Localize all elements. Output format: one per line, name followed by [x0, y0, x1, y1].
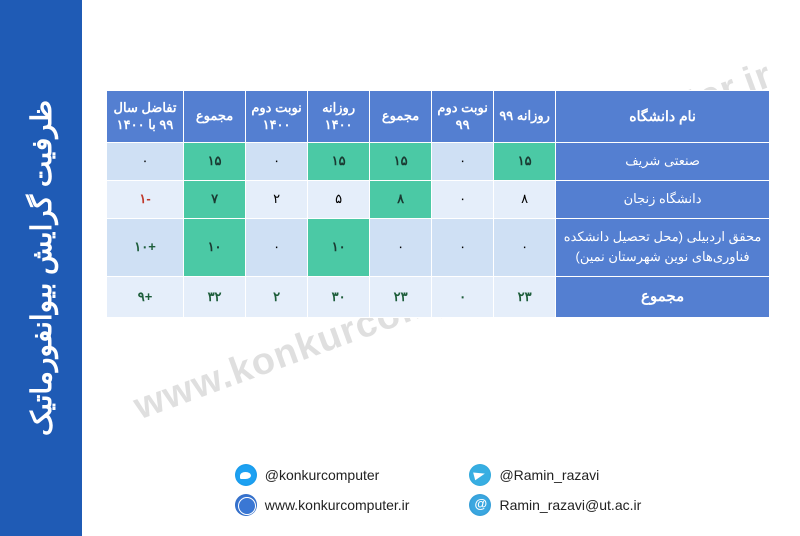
cell: ۲ [246, 180, 308, 218]
contact-text: @Ramin_razavi [499, 467, 599, 483]
cell: ۲۳ [370, 277, 432, 318]
cell: ۱۵ [370, 143, 432, 181]
cell: ۱۵ [184, 143, 246, 181]
cell: ۰ [432, 218, 494, 277]
capacity-table: نام دانشگاهروزانه ۹۹نوبت دوم ۹۹مجموعروزا… [106, 90, 770, 318]
cell: ۳۰ [308, 277, 370, 318]
footer: @Ramin_razavi Ramin_razavi@ut.ac.ir @konk… [106, 450, 770, 536]
cell: ۰ [494, 218, 556, 277]
col-header: مجموع [184, 91, 246, 143]
mail-icon [469, 494, 491, 516]
university-name: محقق اردبیلی (محل تحصیل دانشکده فناوری‌ه… [556, 218, 770, 277]
cell: ۲۳ [494, 277, 556, 318]
col-header: روزانه ۱۴۰۰ [308, 91, 370, 143]
cell: ۰ [432, 143, 494, 181]
cell: ۱۵ [308, 143, 370, 181]
contact-text: @konkurcomputer [265, 467, 380, 483]
cell: ۱۰ [308, 218, 370, 277]
contact-row: @konkurcomputer [235, 464, 410, 486]
contact-text: Ramin_razavi@ut.ac.ir [499, 497, 641, 513]
web-icon [235, 494, 257, 516]
cell: ۰ [246, 218, 308, 277]
page-title: ظرفیت گرایش بیوانفورماتیک [25, 100, 58, 436]
twitter-icon [235, 464, 257, 486]
cell: ۰ [432, 180, 494, 218]
table-row: مجموع۲۳۰۲۳۳۰۲۳۲+۹ [107, 277, 770, 318]
contact-row: @Ramin_razavi [469, 464, 641, 486]
sidebar: ظرفیت گرایش بیوانفورماتیک [0, 0, 82, 536]
cell: ۵ [308, 180, 370, 218]
cell: +۱۰ [107, 218, 184, 277]
col-header: نوبت دوم ۱۴۰۰ [246, 91, 308, 143]
cell: ۸ [370, 180, 432, 218]
contact-row: www.konkurcomputer.ir [235, 494, 410, 516]
cell: ۱۵ [494, 143, 556, 181]
col-header: تفاضل سال ۹۹ با ۱۴۰۰ [107, 91, 184, 143]
cell: +۹ [107, 277, 184, 318]
col-header: نام دانشگاه [556, 91, 770, 143]
cell: ۷ [184, 180, 246, 218]
cell: ۱۰ [184, 218, 246, 277]
cell: ۸ [494, 180, 556, 218]
cell: ۲ [246, 277, 308, 318]
col-header: روزانه ۹۹ [494, 91, 556, 143]
table-row: دانشگاه زنجان۸۰۸۵۲۷-۱ [107, 180, 770, 218]
cell: ۰ [432, 277, 494, 318]
cell: -۱ [107, 180, 184, 218]
university-name: دانشگاه زنجان [556, 180, 770, 218]
telegram-icon [469, 464, 491, 486]
cell: ۰ [370, 218, 432, 277]
col-header: نوبت دوم ۹۹ [432, 91, 494, 143]
table-row: محقق اردبیلی (محل تحصیل دانشکده فناوری‌ه… [107, 218, 770, 277]
university-name: مجموع [556, 277, 770, 318]
contact-row: Ramin_razavi@ut.ac.ir [469, 494, 641, 516]
contact-text: www.konkurcomputer.ir [265, 497, 410, 513]
table-row: صنعتی شریف۱۵۰۱۵۱۵۰۱۵۰ [107, 143, 770, 181]
cell: ۰ [107, 143, 184, 181]
cell: ۳۲ [184, 277, 246, 318]
cell: ۰ [246, 143, 308, 181]
university-name: صنعتی شریف [556, 143, 770, 181]
col-header: مجموع [370, 91, 432, 143]
